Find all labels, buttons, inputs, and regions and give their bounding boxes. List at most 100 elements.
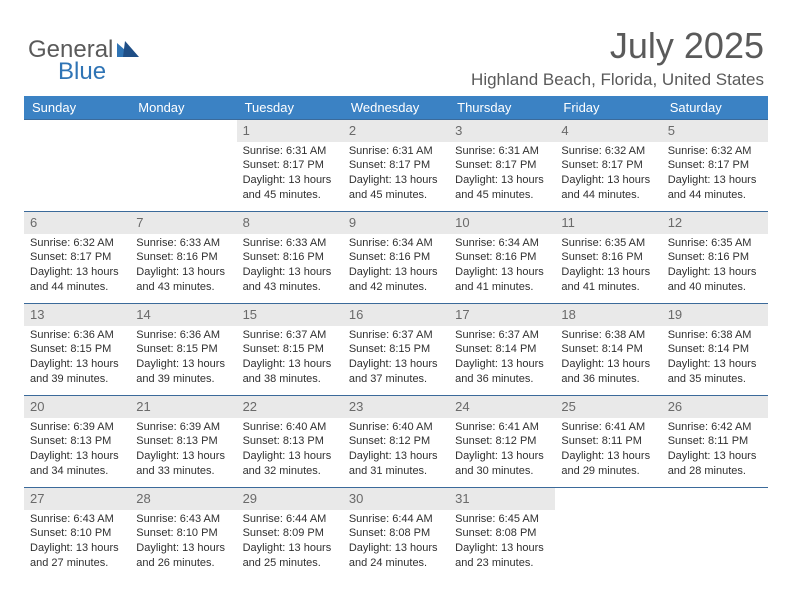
day-details: Sunrise: 6:44 AMSunset: 8:09 PMDaylight:… xyxy=(237,510,343,575)
day-details: Sunrise: 6:37 AMSunset: 8:14 PMDaylight:… xyxy=(449,326,555,391)
calendar-row: 27Sunrise: 6:43 AMSunset: 8:10 PMDayligh… xyxy=(24,488,768,580)
sunrise-line: Sunrise: 6:43 AM xyxy=(30,512,124,527)
calendar-cell: 12Sunrise: 6:35 AMSunset: 8:16 PMDayligh… xyxy=(662,212,768,304)
day-header: Tuesday xyxy=(237,96,343,120)
day-details: Sunrise: 6:43 AMSunset: 8:10 PMDaylight:… xyxy=(130,510,236,575)
calendar-cell: 5Sunrise: 6:32 AMSunset: 8:17 PMDaylight… xyxy=(662,120,768,212)
day-number: 4 xyxy=(555,120,661,142)
sunrise-line: Sunrise: 6:45 AM xyxy=(455,512,549,527)
day-details: Sunrise: 6:32 AMSunset: 8:17 PMDaylight:… xyxy=(662,142,768,207)
daylight-line: Daylight: 13 hours and 33 minutes. xyxy=(136,449,230,479)
daylight-line: Daylight: 13 hours and 36 minutes. xyxy=(455,357,549,387)
sunset-line: Sunset: 8:12 PM xyxy=(349,434,443,449)
calendar-table: Sunday Monday Tuesday Wednesday Thursday… xyxy=(24,96,768,580)
sunrise-line: Sunrise: 6:42 AM xyxy=(668,420,762,435)
calendar: Sunday Monday Tuesday Wednesday Thursday… xyxy=(0,96,792,580)
daylight-line: Daylight: 13 hours and 25 minutes. xyxy=(243,541,337,571)
day-details: Sunrise: 6:31 AMSunset: 8:17 PMDaylight:… xyxy=(237,142,343,207)
calendar-cell: 4Sunrise: 6:32 AMSunset: 8:17 PMDaylight… xyxy=(555,120,661,212)
calendar-cell: 22Sunrise: 6:40 AMSunset: 8:13 PMDayligh… xyxy=(237,396,343,488)
daylight-line: Daylight: 13 hours and 34 minutes. xyxy=(30,449,124,479)
sunset-line: Sunset: 8:17 PM xyxy=(455,158,549,173)
sunrise-line: Sunrise: 6:43 AM xyxy=(136,512,230,527)
sunset-line: Sunset: 8:13 PM xyxy=(243,434,337,449)
calendar-cell: .. xyxy=(555,488,661,580)
sunrise-line: Sunrise: 6:34 AM xyxy=(455,236,549,251)
sunset-line: Sunset: 8:16 PM xyxy=(561,250,655,265)
header: General Blue July 2025 Highland Beach, F… xyxy=(0,0,792,96)
day-details: Sunrise: 6:44 AMSunset: 8:08 PMDaylight:… xyxy=(343,510,449,575)
sunset-line: Sunset: 8:12 PM xyxy=(455,434,549,449)
sunset-line: Sunset: 8:08 PM xyxy=(349,526,443,541)
day-number: 22 xyxy=(237,396,343,418)
daylight-line: Daylight: 13 hours and 32 minutes. xyxy=(243,449,337,479)
day-number: 29 xyxy=(237,488,343,510)
sunrise-line: Sunrise: 6:37 AM xyxy=(349,328,443,343)
day-number: 25 xyxy=(555,396,661,418)
sunset-line: Sunset: 8:15 PM xyxy=(30,342,124,357)
sunset-line: Sunset: 8:17 PM xyxy=(30,250,124,265)
sunset-line: Sunset: 8:10 PM xyxy=(30,526,124,541)
sunset-line: Sunset: 8:11 PM xyxy=(668,434,762,449)
sunset-line: Sunset: 8:17 PM xyxy=(349,158,443,173)
sunset-line: Sunset: 8:17 PM xyxy=(668,158,762,173)
day-header-row: Sunday Monday Tuesday Wednesday Thursday… xyxy=(24,96,768,120)
daylight-line: Daylight: 13 hours and 45 minutes. xyxy=(349,173,443,203)
day-number: 15 xyxy=(237,304,343,326)
calendar-cell: 8Sunrise: 6:33 AMSunset: 8:16 PMDaylight… xyxy=(237,212,343,304)
day-details: Sunrise: 6:31 AMSunset: 8:17 PMDaylight:… xyxy=(449,142,555,207)
day-details: Sunrise: 6:45 AMSunset: 8:08 PMDaylight:… xyxy=(449,510,555,575)
day-details: Sunrise: 6:41 AMSunset: 8:11 PMDaylight:… xyxy=(555,418,661,483)
sunrise-line: Sunrise: 6:39 AM xyxy=(30,420,124,435)
sunset-line: Sunset: 8:16 PM xyxy=(349,250,443,265)
sunrise-line: Sunrise: 6:44 AM xyxy=(243,512,337,527)
sunrise-line: Sunrise: 6:33 AM xyxy=(243,236,337,251)
day-details: Sunrise: 6:35 AMSunset: 8:16 PMDaylight:… xyxy=(555,234,661,299)
calendar-cell: 18Sunrise: 6:38 AMSunset: 8:14 PMDayligh… xyxy=(555,304,661,396)
sunset-line: Sunset: 8:15 PM xyxy=(136,342,230,357)
sunset-line: Sunset: 8:11 PM xyxy=(561,434,655,449)
daylight-line: Daylight: 13 hours and 43 minutes. xyxy=(243,265,337,295)
calendar-cell: .. xyxy=(24,120,130,212)
sunrise-line: Sunrise: 6:40 AM xyxy=(243,420,337,435)
sunset-line: Sunset: 8:15 PM xyxy=(243,342,337,357)
day-header: Wednesday xyxy=(343,96,449,120)
daylight-line: Daylight: 13 hours and 35 minutes. xyxy=(668,357,762,387)
sunrise-line: Sunrise: 6:41 AM xyxy=(455,420,549,435)
calendar-cell: 28Sunrise: 6:43 AMSunset: 8:10 PMDayligh… xyxy=(130,488,236,580)
day-number: 27 xyxy=(24,488,130,510)
sunset-line: Sunset: 8:09 PM xyxy=(243,526,337,541)
calendar-row: 6Sunrise: 6:32 AMSunset: 8:17 PMDaylight… xyxy=(24,212,768,304)
day-header: Saturday xyxy=(662,96,768,120)
calendar-cell: 25Sunrise: 6:41 AMSunset: 8:11 PMDayligh… xyxy=(555,396,661,488)
sunrise-line: Sunrise: 6:35 AM xyxy=(668,236,762,251)
brand-logo: General Blue xyxy=(28,28,141,64)
sunrise-line: Sunrise: 6:35 AM xyxy=(561,236,655,251)
sunrise-line: Sunrise: 6:32 AM xyxy=(30,236,124,251)
day-number: 17 xyxy=(449,304,555,326)
calendar-cell: 31Sunrise: 6:45 AMSunset: 8:08 PMDayligh… xyxy=(449,488,555,580)
daylight-line: Daylight: 13 hours and 44 minutes. xyxy=(668,173,762,203)
day-details: Sunrise: 6:40 AMSunset: 8:13 PMDaylight:… xyxy=(237,418,343,483)
day-number: 1 xyxy=(237,120,343,142)
day-details: Sunrise: 6:32 AMSunset: 8:17 PMDaylight:… xyxy=(555,142,661,207)
sunset-line: Sunset: 8:14 PM xyxy=(455,342,549,357)
calendar-cell: 21Sunrise: 6:39 AMSunset: 8:13 PMDayligh… xyxy=(130,396,236,488)
day-details: Sunrise: 6:42 AMSunset: 8:11 PMDaylight:… xyxy=(662,418,768,483)
sunset-line: Sunset: 8:08 PM xyxy=(455,526,549,541)
day-number: 12 xyxy=(662,212,768,234)
sunset-line: Sunset: 8:14 PM xyxy=(561,342,655,357)
day-details: Sunrise: 6:36 AMSunset: 8:15 PMDaylight:… xyxy=(130,326,236,391)
sunset-line: Sunset: 8:17 PM xyxy=(561,158,655,173)
daylight-line: Daylight: 13 hours and 44 minutes. xyxy=(561,173,655,203)
sunset-line: Sunset: 8:15 PM xyxy=(349,342,443,357)
daylight-line: Daylight: 13 hours and 27 minutes. xyxy=(30,541,124,571)
day-header: Thursday xyxy=(449,96,555,120)
sunrise-line: Sunrise: 6:33 AM xyxy=(136,236,230,251)
daylight-line: Daylight: 13 hours and 43 minutes. xyxy=(136,265,230,295)
day-number: 23 xyxy=(343,396,449,418)
daylight-line: Daylight: 13 hours and 41 minutes. xyxy=(455,265,549,295)
sunrise-line: Sunrise: 6:36 AM xyxy=(30,328,124,343)
daylight-line: Daylight: 13 hours and 28 minutes. xyxy=(668,449,762,479)
daylight-line: Daylight: 13 hours and 30 minutes. xyxy=(455,449,549,479)
